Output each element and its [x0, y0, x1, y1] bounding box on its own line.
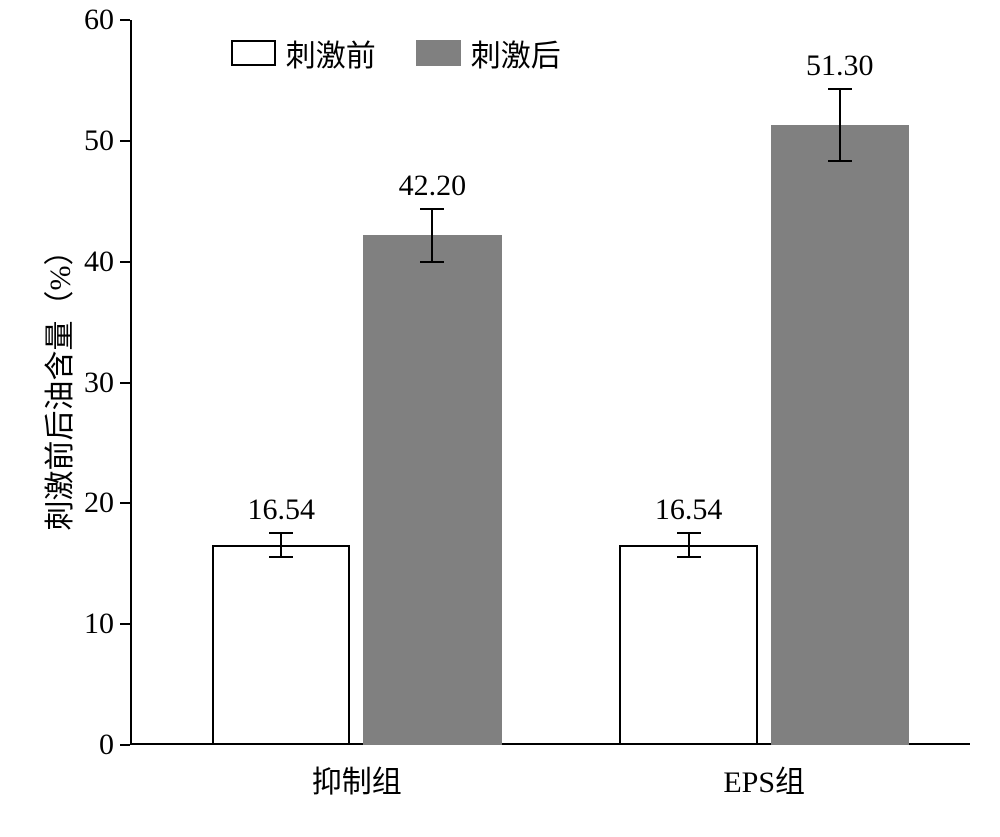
y-tick-label: 20: [84, 486, 114, 520]
bar-value-label: 16.54: [247, 493, 315, 527]
y-tick: [120, 140, 130, 142]
error-bar: [839, 89, 841, 162]
y-tick-label: 50: [84, 124, 114, 158]
y-tick-label: 40: [84, 245, 114, 279]
legend-label: 刺激前: [286, 31, 376, 75]
error-bar-cap: [269, 532, 293, 534]
error-bar: [280, 533, 282, 557]
error-bar-cap: [420, 208, 444, 210]
legend-item: 刺激前: [231, 31, 376, 75]
y-tick: [120, 261, 130, 263]
legend-item: 刺激后: [416, 31, 561, 75]
y-tick: [120, 382, 130, 384]
y-tick: [120, 19, 130, 21]
bar-value-label: 42.20: [399, 169, 467, 203]
error-bar: [431, 209, 433, 262]
y-tick-label: 30: [84, 366, 114, 400]
error-bar-cap: [677, 556, 701, 558]
error-bar-cap: [828, 88, 852, 90]
bar: [771, 125, 910, 745]
error-bar-cap: [420, 261, 444, 263]
y-tick: [120, 744, 130, 746]
y-tick-label: 60: [84, 3, 114, 37]
error-bar: [688, 533, 690, 557]
bar: [363, 235, 502, 745]
bar: [212, 545, 351, 745]
x-category-label: EPS组: [723, 757, 805, 801]
bar-value-label: 16.54: [655, 493, 723, 527]
y-tick-label: 10: [84, 607, 114, 641]
y-tick-label: 0: [99, 728, 114, 762]
legend-swatch: [231, 40, 276, 66]
x-category-label: 抑制组: [312, 757, 402, 801]
bar-chart: 刺激前后油含量（%） 刺激前 刺激后 0 10 20 30 40 50 60 抑制组 EPS组 16…: [0, 0, 1000, 837]
legend: 刺激前 刺激后: [231, 31, 561, 75]
y-tick: [120, 623, 130, 625]
legend-swatch: [416, 40, 461, 66]
error-bar-cap: [269, 556, 293, 558]
bar: [619, 545, 758, 745]
error-bar-cap: [677, 532, 701, 534]
error-bar-cap: [828, 160, 852, 162]
bar-value-label: 51.30: [806, 49, 874, 83]
y-axis-title: 刺激前后油含量（%）: [35, 235, 79, 530]
legend-label: 刺激后: [471, 31, 561, 75]
y-tick: [120, 502, 130, 504]
